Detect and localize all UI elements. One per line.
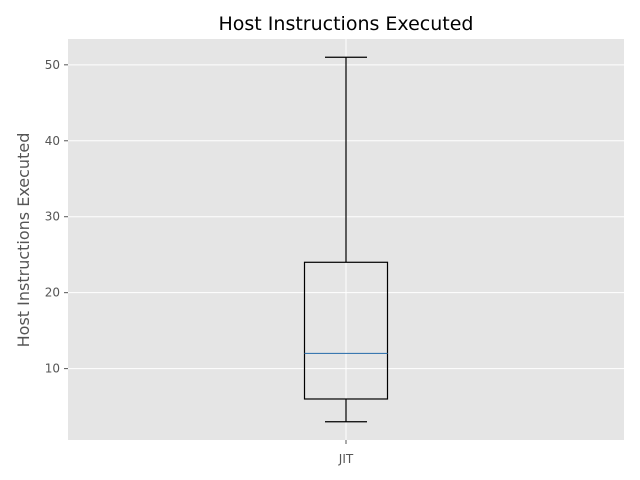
y-tick-label: 10 [45,362,60,376]
boxes [303,56,389,423]
x-tick-label: JIT [338,452,354,466]
y-tick-label: 40 [45,134,60,148]
y-axis-ticks: 10 20 30 40 50 [45,58,68,376]
y-axis-label: Host Instructions Executed [14,133,33,348]
box-jit [303,56,389,423]
iqr-box [303,261,389,400]
chart-title: Host Instructions Executed [219,13,474,35]
y-tick-label: 50 [45,58,60,72]
x-axis-ticks: JIT [338,440,354,466]
y-tick-label: 30 [45,210,60,224]
y-tick-label: 20 [45,286,60,300]
